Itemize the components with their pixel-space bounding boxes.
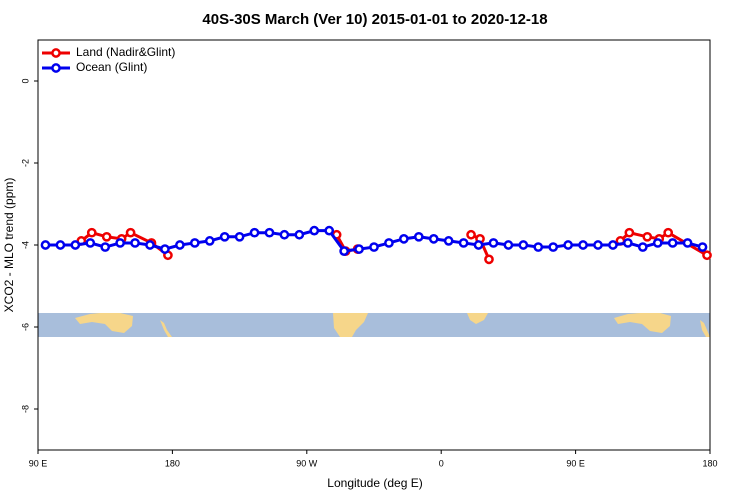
x-tick-label: 90 W — [296, 458, 318, 468]
point — [279, 229, 290, 240]
point — [642, 231, 653, 242]
point — [234, 231, 245, 242]
y-tick-label: -4 — [20, 241, 30, 249]
point — [125, 227, 136, 238]
point — [264, 227, 275, 238]
map-strip — [38, 313, 710, 337]
legend-label: Ocean (Glint) — [76, 60, 147, 74]
legend-label: Land (Nadir&Glint) — [76, 45, 175, 59]
point — [384, 238, 394, 248]
y-tick-label: -6 — [20, 323, 30, 331]
point — [369, 242, 379, 252]
point — [682, 238, 693, 248]
point — [548, 242, 559, 252]
point — [175, 240, 185, 250]
point — [354, 244, 364, 254]
legend-marker — [51, 48, 61, 58]
point — [160, 244, 170, 254]
point — [428, 234, 439, 244]
point — [189, 238, 200, 248]
y-tick-label: 0 — [20, 78, 30, 83]
point — [55, 240, 66, 250]
y-tick-label: -2 — [20, 159, 30, 167]
point — [702, 250, 712, 261]
point — [219, 231, 230, 242]
point — [413, 231, 424, 242]
point — [663, 227, 674, 238]
point — [399, 234, 409, 244]
point — [593, 240, 603, 250]
point — [130, 238, 140, 248]
point — [339, 246, 349, 256]
point — [624, 227, 635, 238]
point — [40, 240, 51, 250]
point — [204, 236, 215, 246]
y-axis-title: XCO2 - MLO trend (ppm) — [2, 178, 16, 313]
point — [652, 238, 663, 248]
x-tick-label: 180 — [702, 458, 717, 468]
point — [637, 242, 648, 252]
point — [578, 240, 588, 250]
x-tick-label: 180 — [165, 458, 180, 468]
point — [488, 238, 499, 248]
point — [484, 254, 494, 265]
point — [458, 238, 469, 248]
point — [623, 238, 633, 248]
point — [115, 238, 125, 248]
x-tick-label: 90 E — [566, 458, 585, 468]
legend-marker — [51, 63, 61, 73]
point — [309, 225, 320, 236]
point — [608, 240, 618, 250]
point — [697, 242, 708, 252]
point — [667, 238, 678, 248]
y-tick-label: -8 — [20, 405, 30, 413]
point — [249, 227, 260, 238]
point — [86, 227, 97, 238]
point — [503, 240, 514, 250]
x-tick-label: 0 — [439, 458, 444, 468]
point — [563, 240, 573, 250]
point — [518, 240, 529, 250]
point — [145, 240, 155, 250]
point — [85, 238, 96, 248]
point — [473, 240, 484, 250]
point — [101, 231, 112, 242]
chart-title: 40S-30S March (Ver 10) 2015-01-01 to 202… — [202, 11, 547, 28]
point — [324, 225, 335, 236]
point — [533, 242, 544, 252]
x-tick-label: 90 E — [29, 458, 48, 468]
x-axis-title: Longitude (deg E) — [327, 476, 422, 490]
point — [100, 242, 111, 252]
point — [466, 229, 476, 240]
point — [70, 240, 81, 250]
point — [443, 236, 454, 246]
point — [294, 229, 305, 240]
